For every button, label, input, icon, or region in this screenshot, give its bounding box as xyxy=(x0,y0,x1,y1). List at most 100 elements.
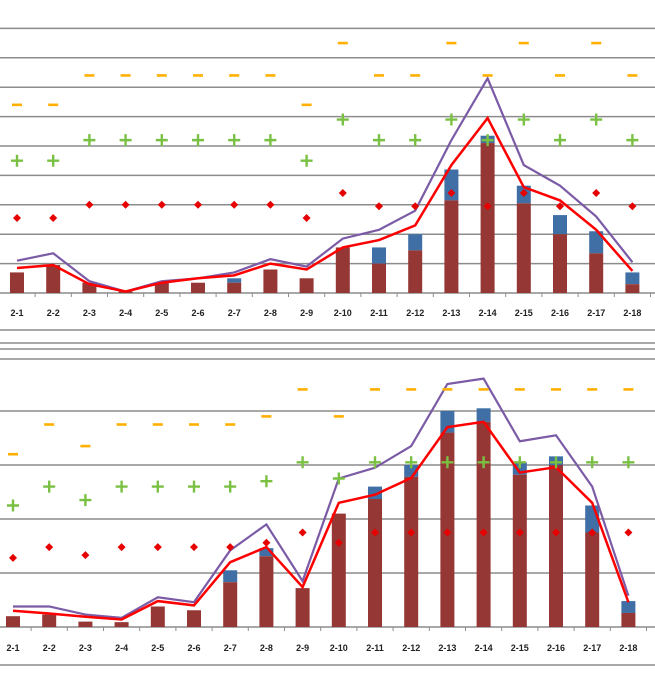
bar-top-segment xyxy=(589,231,604,254)
plus-marker xyxy=(554,134,566,147)
x-tick-label: 2-1 xyxy=(10,308,23,318)
x-tick-label: 2-5 xyxy=(151,643,164,653)
plus-marker xyxy=(332,472,345,485)
diamond-marker xyxy=(45,543,54,552)
bar-base-segment xyxy=(625,284,640,293)
bar-top-segment xyxy=(259,548,274,557)
bar-base-segment xyxy=(42,614,57,627)
diamond-marker xyxy=(592,189,601,198)
plus-marker xyxy=(369,456,381,469)
diamond-marker xyxy=(443,528,452,537)
bar-base-segment xyxy=(295,588,310,627)
bar-base-segment xyxy=(263,269,278,293)
x-tick-label: 2-13 xyxy=(438,643,456,653)
bar-base-segment xyxy=(6,616,20,627)
bar-top-segment xyxy=(621,601,636,613)
plus-marker xyxy=(192,134,204,147)
diamond-marker xyxy=(556,202,564,211)
diamond-marker xyxy=(479,528,488,537)
x-tick-label: 2-2 xyxy=(43,643,56,653)
plus-marker xyxy=(481,134,494,147)
diamond-marker xyxy=(153,543,162,552)
diamond-marker xyxy=(81,551,90,560)
series-line-lower xyxy=(12,420,630,621)
bar-base-segment xyxy=(191,282,205,293)
bar-top-segment xyxy=(404,465,419,477)
diamond-marker xyxy=(411,202,420,211)
bar-top-segment xyxy=(625,272,640,285)
diamond-marker xyxy=(117,543,126,552)
x-tick-label: 2-1 xyxy=(6,643,19,653)
diamond-marker xyxy=(338,189,347,198)
diamond-marker xyxy=(266,200,275,209)
diamond-marker xyxy=(262,538,271,547)
bar-base-segment xyxy=(46,265,61,293)
x-tick-label: 2-3 xyxy=(79,643,92,653)
x-tick-label: 2-4 xyxy=(115,643,128,653)
bar-base-segment xyxy=(259,556,274,627)
bar-base-segment xyxy=(227,282,242,293)
plus-marker xyxy=(441,456,454,469)
plus-marker xyxy=(409,134,422,147)
diamond-marker xyxy=(230,200,239,209)
x-tick-label: 2-18 xyxy=(623,308,641,318)
bar-base-segment xyxy=(476,421,491,627)
bar-top-segment xyxy=(223,570,238,583)
bar-base-segment xyxy=(585,532,600,627)
bar-base-segment xyxy=(372,263,386,293)
bar-top-segment xyxy=(476,408,491,422)
diamond-marker xyxy=(628,202,637,211)
plus-marker xyxy=(590,113,603,126)
diamond-marker xyxy=(519,189,528,198)
plus-marker xyxy=(445,113,458,126)
diamond-marker xyxy=(375,202,383,211)
bar-base-segment xyxy=(549,465,563,627)
x-tick-label: 2-8 xyxy=(260,643,273,653)
series-line-lower xyxy=(16,115,634,293)
bar-base-segment xyxy=(516,203,531,293)
x-tick-label: 2-12 xyxy=(402,643,420,653)
x-tick-label: 2-4 xyxy=(119,308,132,318)
plus-marker xyxy=(517,113,530,126)
plus-marker xyxy=(260,475,273,488)
x-tick-label: 2-11 xyxy=(370,308,388,318)
plus-marker xyxy=(119,134,132,147)
bar-base-segment xyxy=(368,499,382,627)
bar-base-segment xyxy=(187,610,201,627)
diamond-marker xyxy=(515,528,524,537)
bar-top-segment xyxy=(408,234,423,251)
diamond-marker xyxy=(190,543,198,552)
x-tick-label: 2-14 xyxy=(479,308,497,318)
x-tick-label: 2-11 xyxy=(366,643,384,653)
x-tick-label: 2-3 xyxy=(83,308,96,318)
x-tick-label: 2-10 xyxy=(330,643,348,653)
plus-marker xyxy=(188,480,200,493)
diamond-marker xyxy=(9,553,17,562)
x-tick-label: 2-14 xyxy=(475,643,493,653)
plus-marker xyxy=(336,113,349,126)
diamond-marker xyxy=(483,202,492,211)
bar-base-segment xyxy=(553,234,567,293)
bar-base-segment xyxy=(335,247,350,293)
series-line-upper xyxy=(13,377,630,619)
lower-chart: 2-1 2-2 2-3 2-4 2-5 2-6 2-7 2-8 2-9 2-10 2-11 2-12 2… xyxy=(0,342,655,666)
x-tick-label: 2-7 xyxy=(228,308,241,318)
bar-base-segment xyxy=(78,621,93,627)
bar-top-segment xyxy=(227,278,242,283)
diamond-marker xyxy=(85,200,94,209)
diamond-marker xyxy=(194,200,202,209)
bar-base-segment xyxy=(589,253,604,293)
plus-marker xyxy=(296,456,309,469)
plus-marker xyxy=(373,134,385,147)
diamond-marker xyxy=(298,528,307,537)
diamond-marker xyxy=(226,543,235,552)
x-tick-label: 2-9 xyxy=(300,308,313,318)
bar-base-segment xyxy=(154,282,169,293)
x-tick-label: 2-15 xyxy=(515,308,533,318)
plus-marker xyxy=(264,134,277,147)
plus-marker xyxy=(7,499,19,512)
x-tick-label: 2-2 xyxy=(47,308,60,318)
diamond-marker xyxy=(49,214,58,223)
plus-marker xyxy=(586,456,599,469)
